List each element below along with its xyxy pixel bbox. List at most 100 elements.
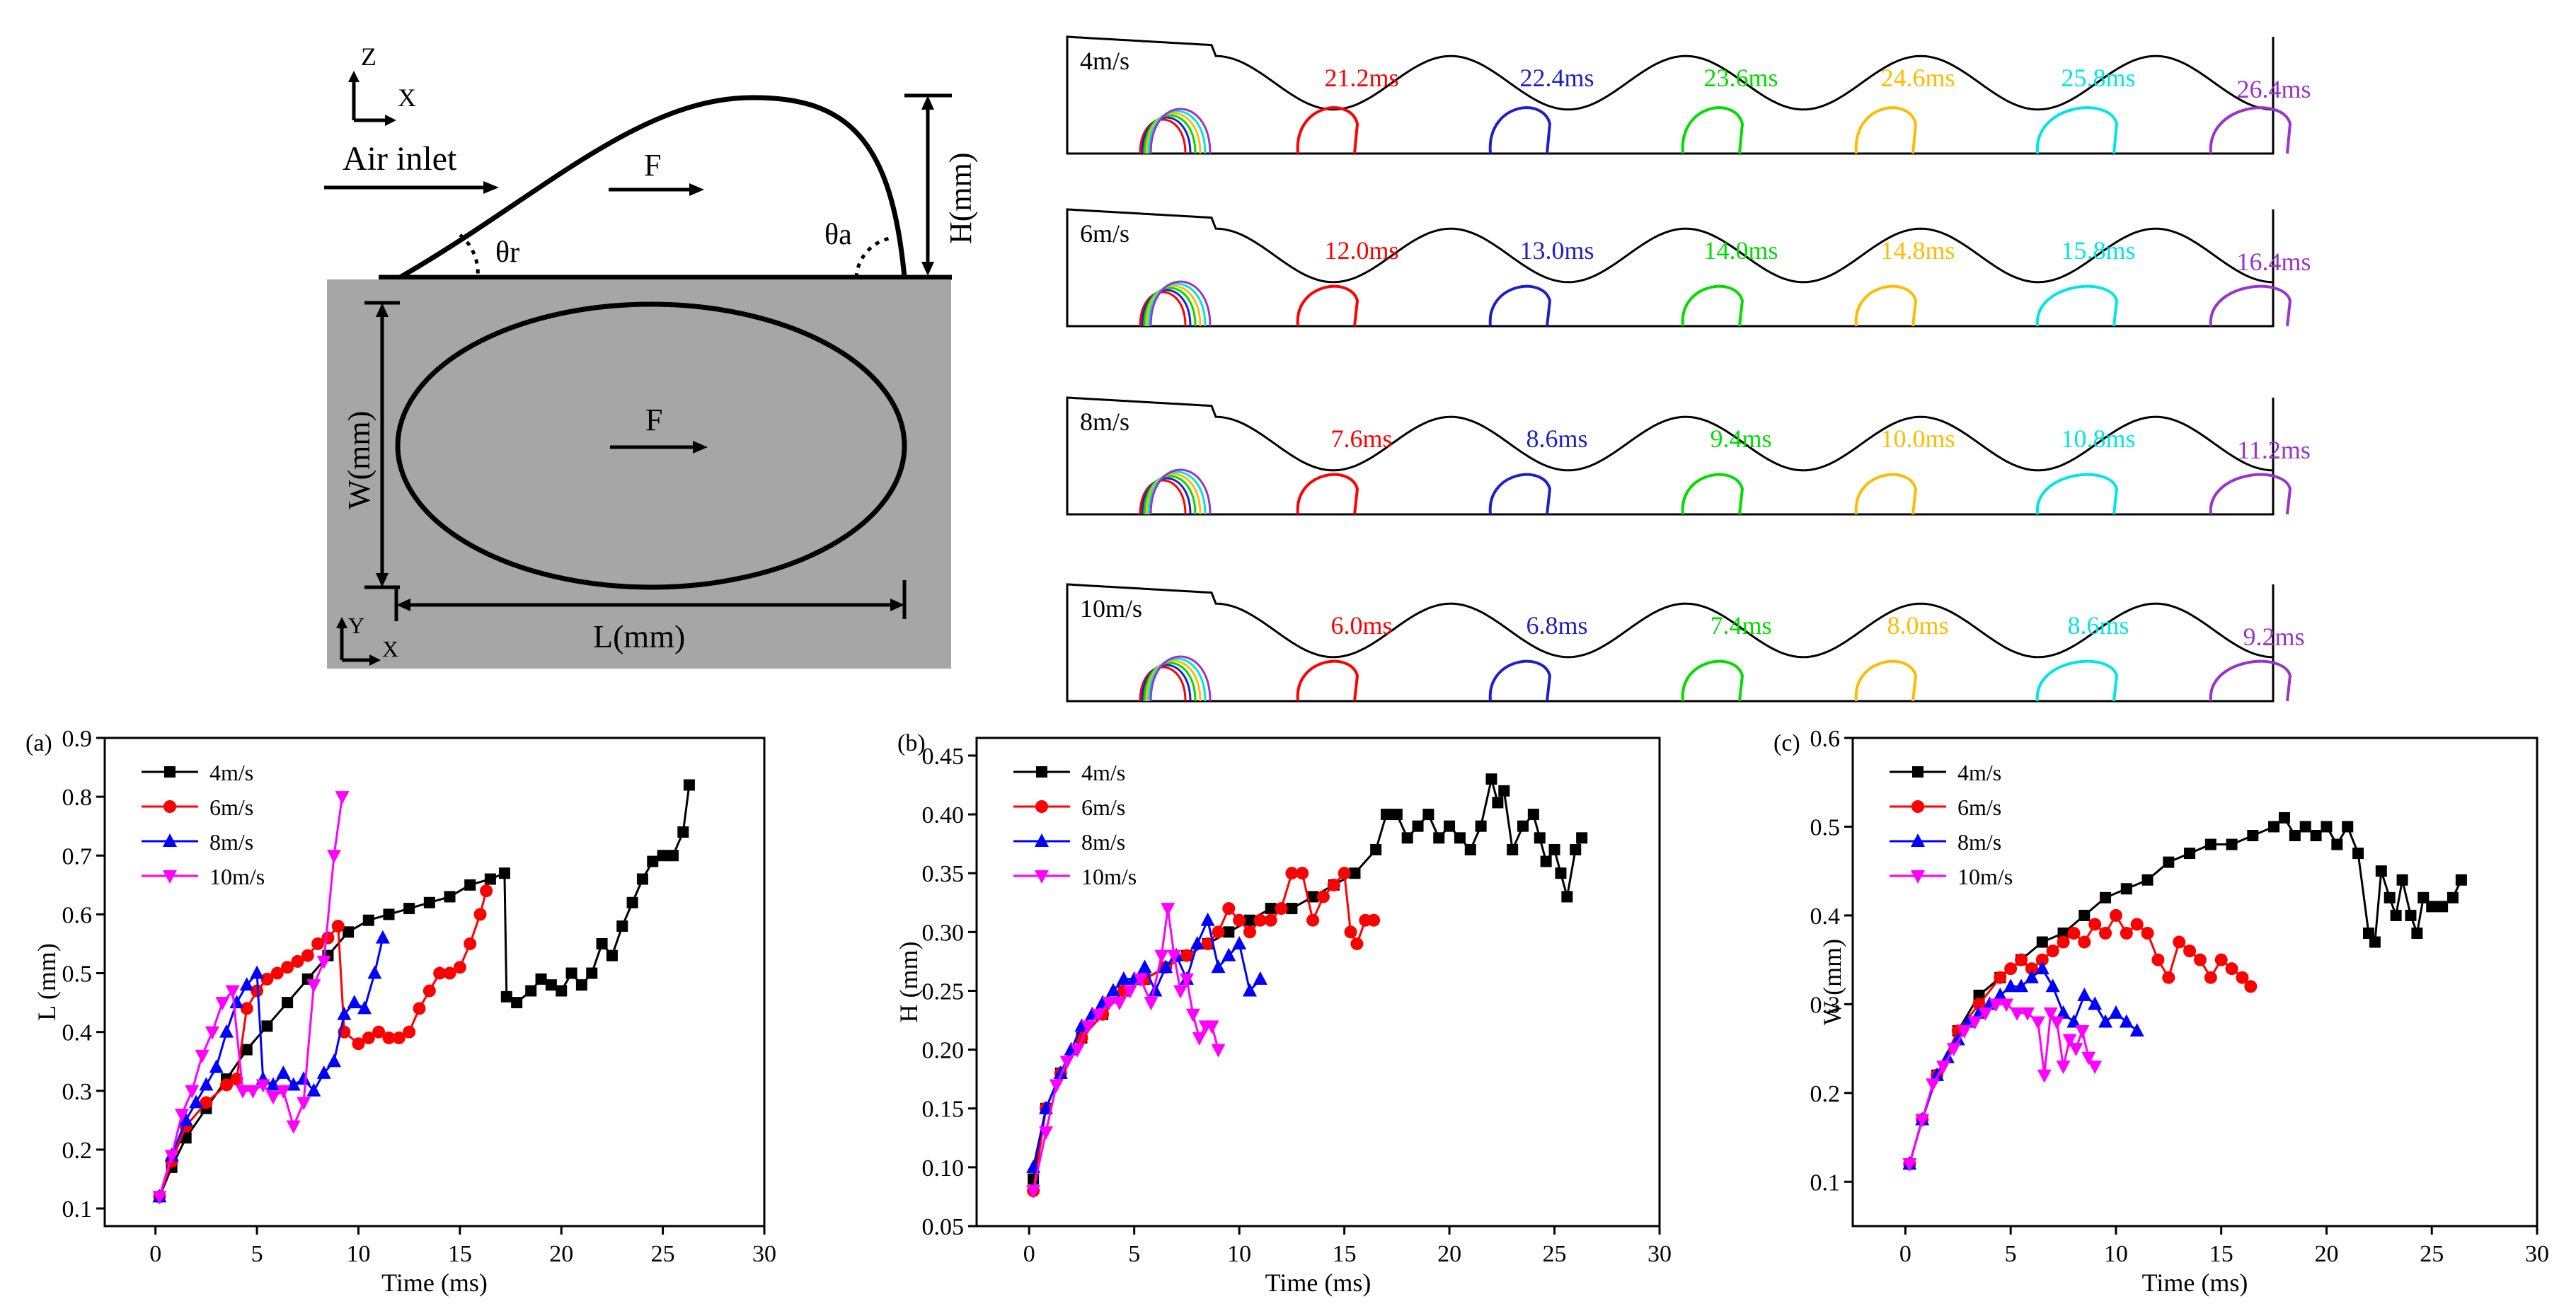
data-point-square xyxy=(2163,856,2175,868)
data-point-triangle-down xyxy=(2069,1043,2083,1057)
data-point-square xyxy=(2352,848,2364,860)
data-point-square xyxy=(282,997,294,1009)
y-tick-label: 0.9 xyxy=(62,726,93,752)
time-label-6: 11.2ms xyxy=(2237,436,2311,464)
y-tick-label: 0.35 xyxy=(922,861,965,887)
data-point-square xyxy=(556,985,568,997)
axis-y-label-bottom: Y xyxy=(348,613,364,638)
legend-label: 10m/s xyxy=(209,864,265,889)
data-point-triangle-up xyxy=(2129,1023,2144,1036)
data-point-square xyxy=(1555,867,1567,879)
data-point-triangle-up xyxy=(1940,1049,1955,1063)
droplet-contour-4 xyxy=(1854,106,1918,154)
data-point-circle xyxy=(1222,902,1236,916)
data-point-square xyxy=(2437,901,2449,913)
data-point-circle xyxy=(1994,971,2007,984)
time-label-2: 13.0ms xyxy=(1519,236,1594,265)
data-point-square xyxy=(1570,843,1582,855)
data-point-square xyxy=(383,908,395,920)
data-point-square xyxy=(2247,830,2259,841)
data-point-triangle-up xyxy=(1137,959,1152,974)
time-label-6: 9.2ms xyxy=(2243,623,2304,651)
data-point-triangle-down xyxy=(335,791,350,805)
x-tick-label: 20 xyxy=(549,1241,573,1267)
legend-label: 4m/s xyxy=(1957,760,2001,785)
data-point-circle xyxy=(331,920,345,933)
data-point-triangle-down xyxy=(2056,1061,2071,1075)
data-point-square xyxy=(636,873,648,885)
data-point-circle xyxy=(2244,980,2258,993)
data-point-square xyxy=(343,926,355,938)
droplet-contour-2 xyxy=(1488,284,1552,327)
data-point-circle xyxy=(2025,962,2038,976)
droplet-contour-4 xyxy=(1854,284,1918,327)
data-point-square xyxy=(2384,891,2396,903)
data-point-triangle-down xyxy=(2088,1061,2103,1075)
droplet-contour-2 xyxy=(1488,473,1552,515)
initial-droplet-contour xyxy=(1145,473,1202,515)
time-label-1: 6.0ms xyxy=(1330,611,1392,640)
legend-label: 4m/s xyxy=(1081,760,1125,785)
data-point-triangle-up xyxy=(2035,961,2049,975)
x-tick-label: 0 xyxy=(1899,1241,1911,1267)
data-point-square xyxy=(2455,874,2467,886)
data-point-circle xyxy=(443,966,456,980)
legend-label: 6m/s xyxy=(209,795,253,820)
data-point-circle xyxy=(1253,913,1267,927)
data-point-triangle-down xyxy=(2030,1016,2045,1030)
data-point-square xyxy=(423,896,435,908)
data-point-square xyxy=(1548,843,1560,855)
data-point-square xyxy=(1475,820,1487,832)
time-label-4: 10.0ms xyxy=(1880,425,1955,453)
x-tick-label: 5 xyxy=(251,1241,263,1267)
air-inlet-label: Air inlet xyxy=(343,140,457,178)
data-point-square xyxy=(657,850,669,862)
data-point-triangle-down xyxy=(1926,1078,1940,1092)
data-point-square xyxy=(667,850,679,862)
data-point-triangle-up xyxy=(2056,1005,2071,1019)
data-point-square xyxy=(1401,832,1413,844)
plot-frame xyxy=(975,737,1661,1228)
data-point-square xyxy=(1527,809,1539,821)
data-point-square xyxy=(525,985,537,997)
data-point-triangle-down xyxy=(1049,1079,1064,1093)
width-label: W(mm) xyxy=(342,411,376,509)
snapshot-panel-2: 6m/s 12.0ms 13.0ms 14.0ms 14.8ms 15.8ms 16.4ms xyxy=(1066,208,2311,328)
data-point-triangle-up xyxy=(316,1065,331,1079)
data-point-circle xyxy=(2225,962,2238,976)
series-line xyxy=(1908,816,2463,1165)
data-point-circle xyxy=(1367,913,1381,927)
data-point-circle xyxy=(1243,925,1256,939)
initial-droplet-contour xyxy=(1141,116,1192,154)
y-tick-label: 0.05 xyxy=(922,1214,965,1240)
data-point-circle xyxy=(1285,867,1299,880)
x-tick-label: 5 xyxy=(1128,1241,1140,1267)
initial-droplet-contour xyxy=(1143,662,1197,702)
droplet-contour-4 xyxy=(1854,659,1918,702)
data-point-circle xyxy=(2046,945,2059,958)
time-label-1: 12.0ms xyxy=(1324,236,1398,265)
data-point-circle xyxy=(352,1037,365,1051)
data-point-square xyxy=(500,991,512,1003)
droplet-contour-5 xyxy=(2035,106,2119,154)
data-point-triangle-down xyxy=(1967,1016,1982,1030)
data-point-triangle-up xyxy=(2014,978,2029,993)
force-label-top: F xyxy=(645,403,662,437)
series-10m/s xyxy=(152,791,350,1205)
data-point-square xyxy=(2331,838,2343,850)
data-point-circle xyxy=(291,954,304,968)
data-point-triangle-up xyxy=(1243,983,1257,997)
x-tick-label: 25 xyxy=(1543,1241,1567,1267)
speed-label: 10m/s xyxy=(1080,594,1142,623)
data-point-triangle-down xyxy=(174,1109,189,1123)
series-8m/s xyxy=(152,930,390,1203)
data-point-circle xyxy=(2120,927,2133,940)
data-point-triangle-up xyxy=(1116,971,1131,985)
data-point-triangle-up xyxy=(2088,996,2103,1010)
data-point-triangle-down xyxy=(2075,1025,2090,1039)
time-label-5: 15.8ms xyxy=(2061,236,2135,265)
data-point-circle xyxy=(2183,945,2197,958)
droplet-contour-2 xyxy=(1488,659,1552,702)
legend-label: 8m/s xyxy=(1081,829,1125,855)
data-point-triangle-down xyxy=(316,955,331,969)
